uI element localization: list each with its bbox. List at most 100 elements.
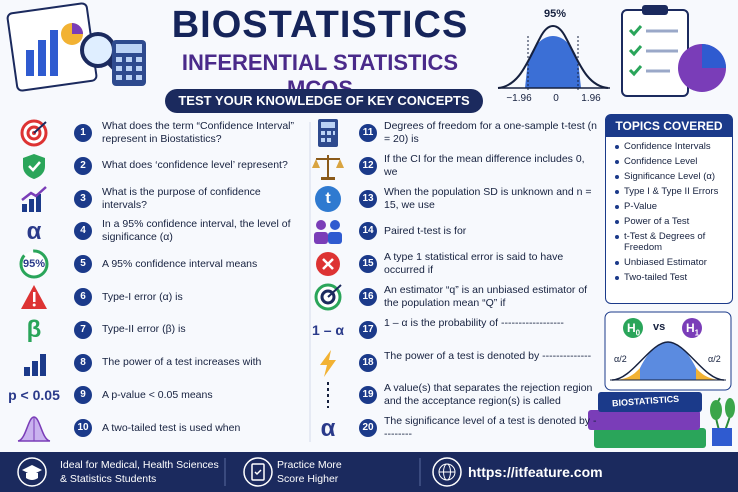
question-text: If the CI for the mean difference includ…	[384, 152, 585, 178]
question-number: 8	[74, 353, 92, 372]
footer-item: https://itfeature.com	[468, 463, 603, 481]
question-icon	[314, 283, 342, 311]
question-number: 17	[359, 320, 377, 339]
question-text: A value(s) that separates the rejection …	[384, 382, 593, 408]
question-icon	[21, 285, 47, 309]
question-number: 9	[74, 386, 92, 405]
footer-item: Ideal for Medical, Health Sciences & Stat…	[60, 458, 219, 486]
question-number: 18	[359, 353, 377, 372]
question-text: What does the term “Confidence Interval”…	[102, 120, 295, 145]
question-number: 3	[74, 189, 92, 208]
question-number: 2	[74, 156, 92, 175]
question-text: When the population SD is unknown and n …	[384, 185, 592, 211]
topic-item: Significance Level (α)	[615, 171, 728, 182]
question-number: 13	[359, 189, 377, 208]
question-icon	[23, 153, 45, 179]
curve-tick-label: 0	[553, 93, 559, 104]
question-icon	[314, 220, 342, 245]
h1: H	[686, 321, 695, 335]
question-text: What does ‘confidence level’ represent?	[102, 159, 288, 172]
footer-line: Score Higher	[277, 473, 339, 485]
question-number: 20	[359, 419, 377, 438]
question-number: 11	[359, 124, 377, 142]
footer-item: Practice More Score Higher	[277, 458, 342, 486]
curve-tick-label: −1.96	[506, 93, 532, 104]
topic-item: Confidence Level	[615, 156, 728, 167]
topics-box: TOPICS COVERED Confidence Intervals Confi…	[605, 114, 733, 304]
question-number: 14	[359, 222, 377, 241]
question-number: 1	[74, 124, 92, 142]
question-icon	[318, 119, 338, 147]
question-text: In a 95% confidence interval, the level …	[102, 218, 291, 244]
h1-label: H1	[686, 321, 699, 337]
question-icon-text: 95%	[22, 258, 46, 271]
footer-line: Ideal for Medical, Health Sciences	[60, 459, 219, 471]
vs: vs	[653, 321, 666, 333]
question-text: The power of a test increases with	[102, 356, 262, 369]
question-text: The significance level of a test is deno…	[384, 415, 597, 441]
topic-item: Unbiased Estimator	[615, 257, 728, 268]
banner: TEST YOUR KNOWLEDGE OF KEY CONCEPTS	[165, 89, 483, 113]
question-icon-text: t	[325, 190, 331, 207]
question-text: 1 – α is the probability of ------------…	[384, 316, 564, 329]
question-number: 19	[359, 386, 377, 405]
question-text: Degrees of freedom for a one-sample t-te…	[384, 120, 598, 145]
question-number: 5	[74, 255, 92, 274]
question-text: A type 1 statistical error is said to ha…	[384, 251, 564, 277]
question-icon	[320, 349, 336, 377]
footer-icons	[17, 457, 462, 487]
question-text: The power of a test is denoted by ------…	[384, 349, 592, 362]
question-number: 10	[74, 419, 92, 438]
question-icon-text: 1 – α	[312, 321, 344, 338]
question-text: A two-tailed test is used when	[102, 421, 241, 434]
question-text: Type-II error (β) is	[102, 323, 186, 336]
footer: Ideal for Medical, Health Sciences & Stat…	[0, 452, 738, 492]
question-number: 6	[74, 288, 92, 306]
curve-area-label: 95%	[543, 8, 567, 20]
h1-sub: 1	[694, 328, 700, 338]
right-tail: α/2	[708, 354, 721, 364]
question-text: A p-value < 0.05 means	[102, 388, 213, 401]
question-text: Type-I error (α) is	[102, 290, 183, 303]
question-text: What is the purpose of confidence interv…	[102, 185, 261, 211]
question-number: 12	[359, 156, 377, 175]
topic-item: P-Value	[615, 201, 728, 212]
topic-item: Type I & Type II Errors	[615, 186, 728, 197]
h0-label: H0	[627, 321, 640, 337]
question-icon-text: p < 0.05	[8, 387, 60, 404]
left-tail: α/2	[614, 354, 627, 364]
question-icon	[312, 154, 344, 180]
question-icon-text: α	[320, 414, 336, 442]
footer-line: & Statistics Students	[60, 473, 157, 485]
question-number: 4	[74, 222, 92, 241]
topic-item: Confidence Intervals	[615, 141, 728, 152]
question-icon	[24, 353, 46, 376]
question-icon	[20, 119, 48, 147]
question-number: 15	[359, 255, 377, 274]
question-text: Paired t-test is for	[384, 224, 467, 237]
h0: H	[627, 321, 636, 335]
title: BIOSTATISTICS	[171, 4, 469, 46]
question-icon	[316, 252, 340, 277]
topic-item: Power of a Test	[615, 216, 728, 227]
question-number: 7	[74, 320, 92, 339]
question-icon	[315, 185, 341, 212]
footer-line: https://itfeature.com	[468, 464, 603, 480]
question-icon-text: α	[26, 217, 42, 245]
h0-sub: 0	[635, 328, 641, 338]
question-icon	[21, 185, 47, 212]
curve-tick-label: 1.96	[581, 93, 601, 104]
question-icon	[327, 382, 329, 409]
question-icon	[17, 416, 51, 442]
question-text: A 95% confidence interval means	[102, 257, 258, 270]
footer-line: Practice More	[277, 459, 342, 471]
question-number: 16	[359, 288, 377, 306]
question-icon-text: β	[26, 316, 42, 344]
topics-title: TOPICS COVERED	[606, 115, 732, 137]
question-text: An estimator “q” is an unbiased estimato…	[384, 284, 588, 309]
topic-item: t-Test & Degrees of Freedom	[615, 231, 728, 253]
topic-item: Two-tailed Test	[615, 272, 728, 283]
question-icon	[19, 249, 49, 279]
